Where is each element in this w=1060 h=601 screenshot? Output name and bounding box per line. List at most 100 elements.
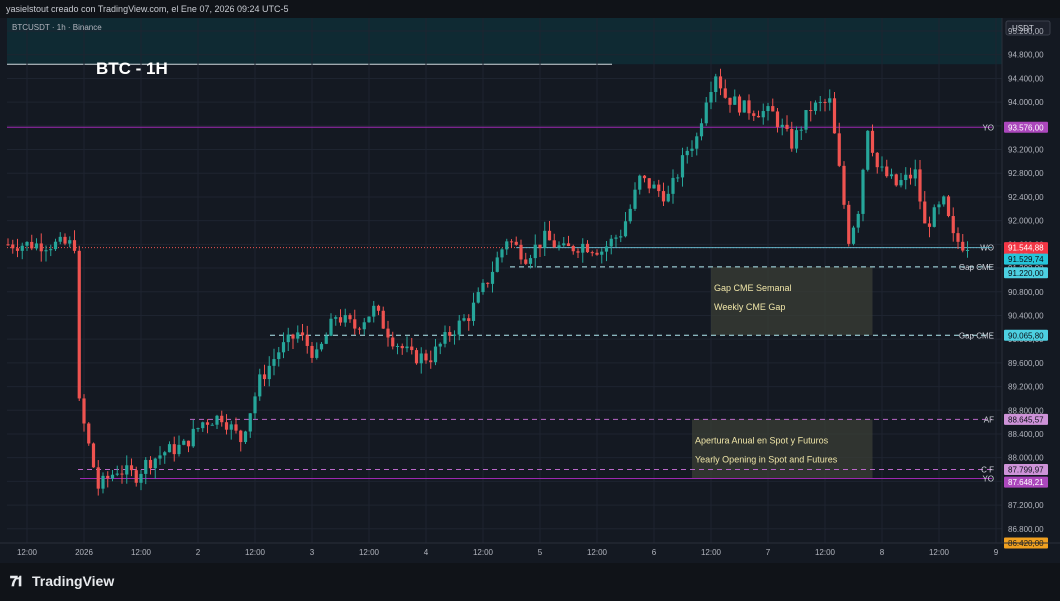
candle-body (110, 474, 115, 479)
yo-price-tag: 93.576,00 (1008, 123, 1044, 132)
candle-body (11, 244, 15, 249)
candle-body (158, 455, 162, 459)
candle-body (771, 106, 775, 112)
candle-body (585, 243, 590, 253)
candle-body (495, 257, 499, 272)
candle-body (191, 428, 195, 447)
price-level-label: YO (982, 123, 994, 132)
candle-body (562, 243, 566, 246)
time-tick-label: 9 (994, 548, 999, 557)
candle-body (942, 196, 946, 205)
candle-body (115, 473, 119, 475)
candle-body (671, 177, 675, 194)
candle-body (386, 328, 390, 338)
candle-body (262, 374, 267, 380)
price-tick-label: 92.800,00 (1008, 169, 1044, 178)
candle-body (500, 249, 504, 258)
time-tick-label: 8 (880, 548, 885, 557)
candle-body (153, 458, 157, 469)
tradingview-logo[interactable]: 𝟕𝟏 TradingView (10, 573, 114, 590)
yo-price-tag-bg (1004, 121, 1048, 133)
candle-body (476, 292, 480, 303)
time-tick-label: 12:00 (245, 548, 266, 557)
candle-body (666, 193, 670, 202)
candle-body (647, 178, 651, 189)
candle-body (410, 346, 414, 351)
candle-body (861, 169, 865, 214)
candle-body (39, 243, 43, 252)
candle-body (433, 346, 438, 363)
candle-body (742, 100, 746, 113)
candle-body (557, 245, 561, 248)
price-tick-label: 93.200,00 (1008, 146, 1044, 155)
af-price-tag-bg (1004, 413, 1048, 425)
candle-body (704, 102, 708, 124)
candle-body (362, 322, 366, 330)
candle-body (932, 207, 936, 227)
candle-body (338, 317, 343, 323)
price-tick-label: 94.800,00 (1008, 51, 1044, 60)
candle-body (144, 459, 148, 474)
candle-body (243, 431, 248, 443)
price-tick-label: 88.400,00 (1008, 430, 1044, 439)
candle-body (96, 467, 100, 489)
candle-body (894, 174, 898, 186)
candle-body (106, 475, 110, 479)
price-tick-label: 94.400,00 (1008, 74, 1044, 83)
cf-price-tag-bg (1004, 464, 1048, 476)
candle-body (723, 88, 727, 98)
candle-body (695, 136, 699, 149)
candle-body (595, 252, 599, 255)
candle-body (72, 240, 77, 251)
candle-body (429, 360, 433, 363)
annotation-text: Apertura Anual en Spot y Futuros (695, 435, 829, 445)
candle-body (25, 241, 29, 246)
candle-body (319, 343, 324, 350)
tradingview-icon: 𝟕𝟏 (10, 573, 24, 589)
candle-body (780, 124, 784, 128)
candle-body (82, 398, 86, 424)
candle-body (272, 359, 276, 366)
candle-body (405, 346, 409, 349)
candle-body (258, 374, 262, 397)
price-tick-label: 90.800,00 (1008, 288, 1044, 297)
time-tick-label: 2 (196, 548, 201, 557)
candle-body (310, 345, 314, 358)
candle-body (775, 111, 780, 128)
candle-body (372, 305, 376, 317)
price-chart[interactable]: BTCUSDT · 1h · Binance BTC - 1H Gap CME Se… (0, 18, 1060, 563)
candle-body (923, 201, 927, 224)
candle-body (718, 76, 723, 89)
candle-body (291, 334, 295, 339)
candle-body (15, 248, 20, 251)
attribution-text: yasielstout creado con TradingView.com, … (6, 4, 289, 14)
candle-body (904, 174, 908, 181)
candle-body (927, 223, 932, 227)
candle-body (68, 240, 72, 244)
candle-body (471, 302, 476, 321)
candle-body (443, 332, 447, 344)
candle-body (609, 238, 613, 247)
price-tick-label: 94.000,00 (1008, 98, 1044, 107)
candle-body (182, 440, 186, 445)
candle-body (305, 335, 309, 346)
candle-body (481, 282, 485, 293)
candle-body (343, 315, 347, 323)
candle-body (633, 189, 637, 209)
candle-body (353, 319, 357, 329)
brand-label: TradingView (32, 573, 115, 589)
candle-body (334, 317, 338, 319)
time-tick-label: 7 (766, 548, 771, 557)
candle-body (134, 470, 138, 483)
candle-body (34, 243, 39, 249)
candle-body (885, 166, 889, 177)
candle-body (538, 244, 542, 249)
candle-body (490, 271, 495, 284)
candle-body (505, 241, 509, 250)
candle-body (918, 169, 922, 202)
candle-body (799, 129, 803, 131)
candle-body (357, 328, 362, 330)
candle-body (395, 345, 400, 347)
candle-body (638, 175, 642, 190)
candle-body (367, 316, 371, 323)
